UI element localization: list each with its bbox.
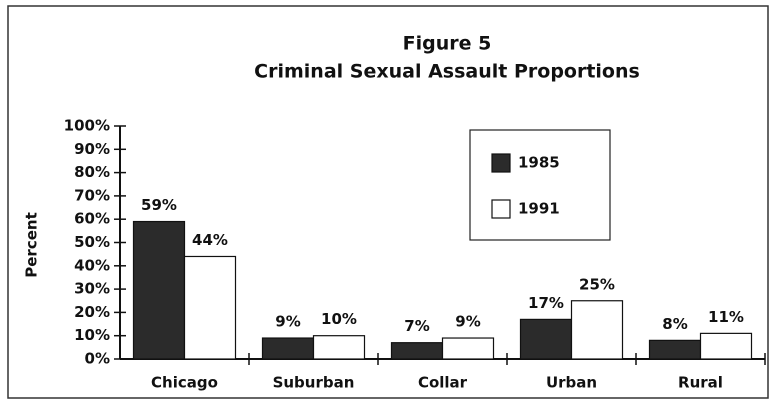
y-tick-label: 70% <box>74 186 110 204</box>
x-tick-label: Chicago <box>151 374 218 392</box>
value-label: 8% <box>662 315 687 333</box>
value-label: 10% <box>321 310 357 328</box>
value-label: 25% <box>579 275 615 293</box>
bar <box>519 318 573 360</box>
bar <box>261 337 315 360</box>
value-label: 44% <box>192 231 228 249</box>
legend-label: 1991 <box>518 200 560 218</box>
x-tick-label: Urban <box>546 374 597 392</box>
x-tick-label: Suburban <box>273 374 355 392</box>
value-label: 9% <box>455 313 480 331</box>
y-tick-label: 90% <box>74 140 110 158</box>
legend-swatch <box>491 153 511 173</box>
value-label: 9% <box>275 313 300 331</box>
y-tick-label: 80% <box>74 163 110 181</box>
bar <box>570 300 624 360</box>
chart-title: Figure 5 <box>403 33 492 55</box>
y-tick-label: 50% <box>74 233 110 251</box>
y-tick-label: 30% <box>74 280 110 298</box>
y-axis-label: Percent <box>23 212 41 277</box>
bar <box>441 337 495 360</box>
bar <box>699 332 753 360</box>
bar <box>648 339 702 360</box>
legend-label: 1985 <box>518 154 560 172</box>
legend-box <box>469 129 611 241</box>
value-label: 17% <box>528 294 564 312</box>
y-tick-label: 10% <box>74 326 110 344</box>
bar <box>390 342 444 360</box>
bar <box>132 220 186 360</box>
y-tick-label: 60% <box>74 210 110 228</box>
legend-swatch <box>491 199 511 219</box>
value-label: 7% <box>404 317 429 335</box>
value-label: 59% <box>141 196 177 214</box>
y-tick-label: 20% <box>74 303 110 321</box>
bar <box>183 255 237 360</box>
frame <box>7 5 769 399</box>
value-label: 11% <box>708 308 744 326</box>
x-tick-label: Collar <box>418 374 468 392</box>
y-tick-label: 40% <box>74 256 110 274</box>
y-tick-label: 0% <box>85 350 110 368</box>
chart-subtitle: Criminal Sexual Assault Proportions <box>254 61 640 83</box>
y-tick-label: 100% <box>64 117 110 135</box>
bar <box>312 335 366 360</box>
x-tick-label: Rural <box>678 374 723 392</box>
